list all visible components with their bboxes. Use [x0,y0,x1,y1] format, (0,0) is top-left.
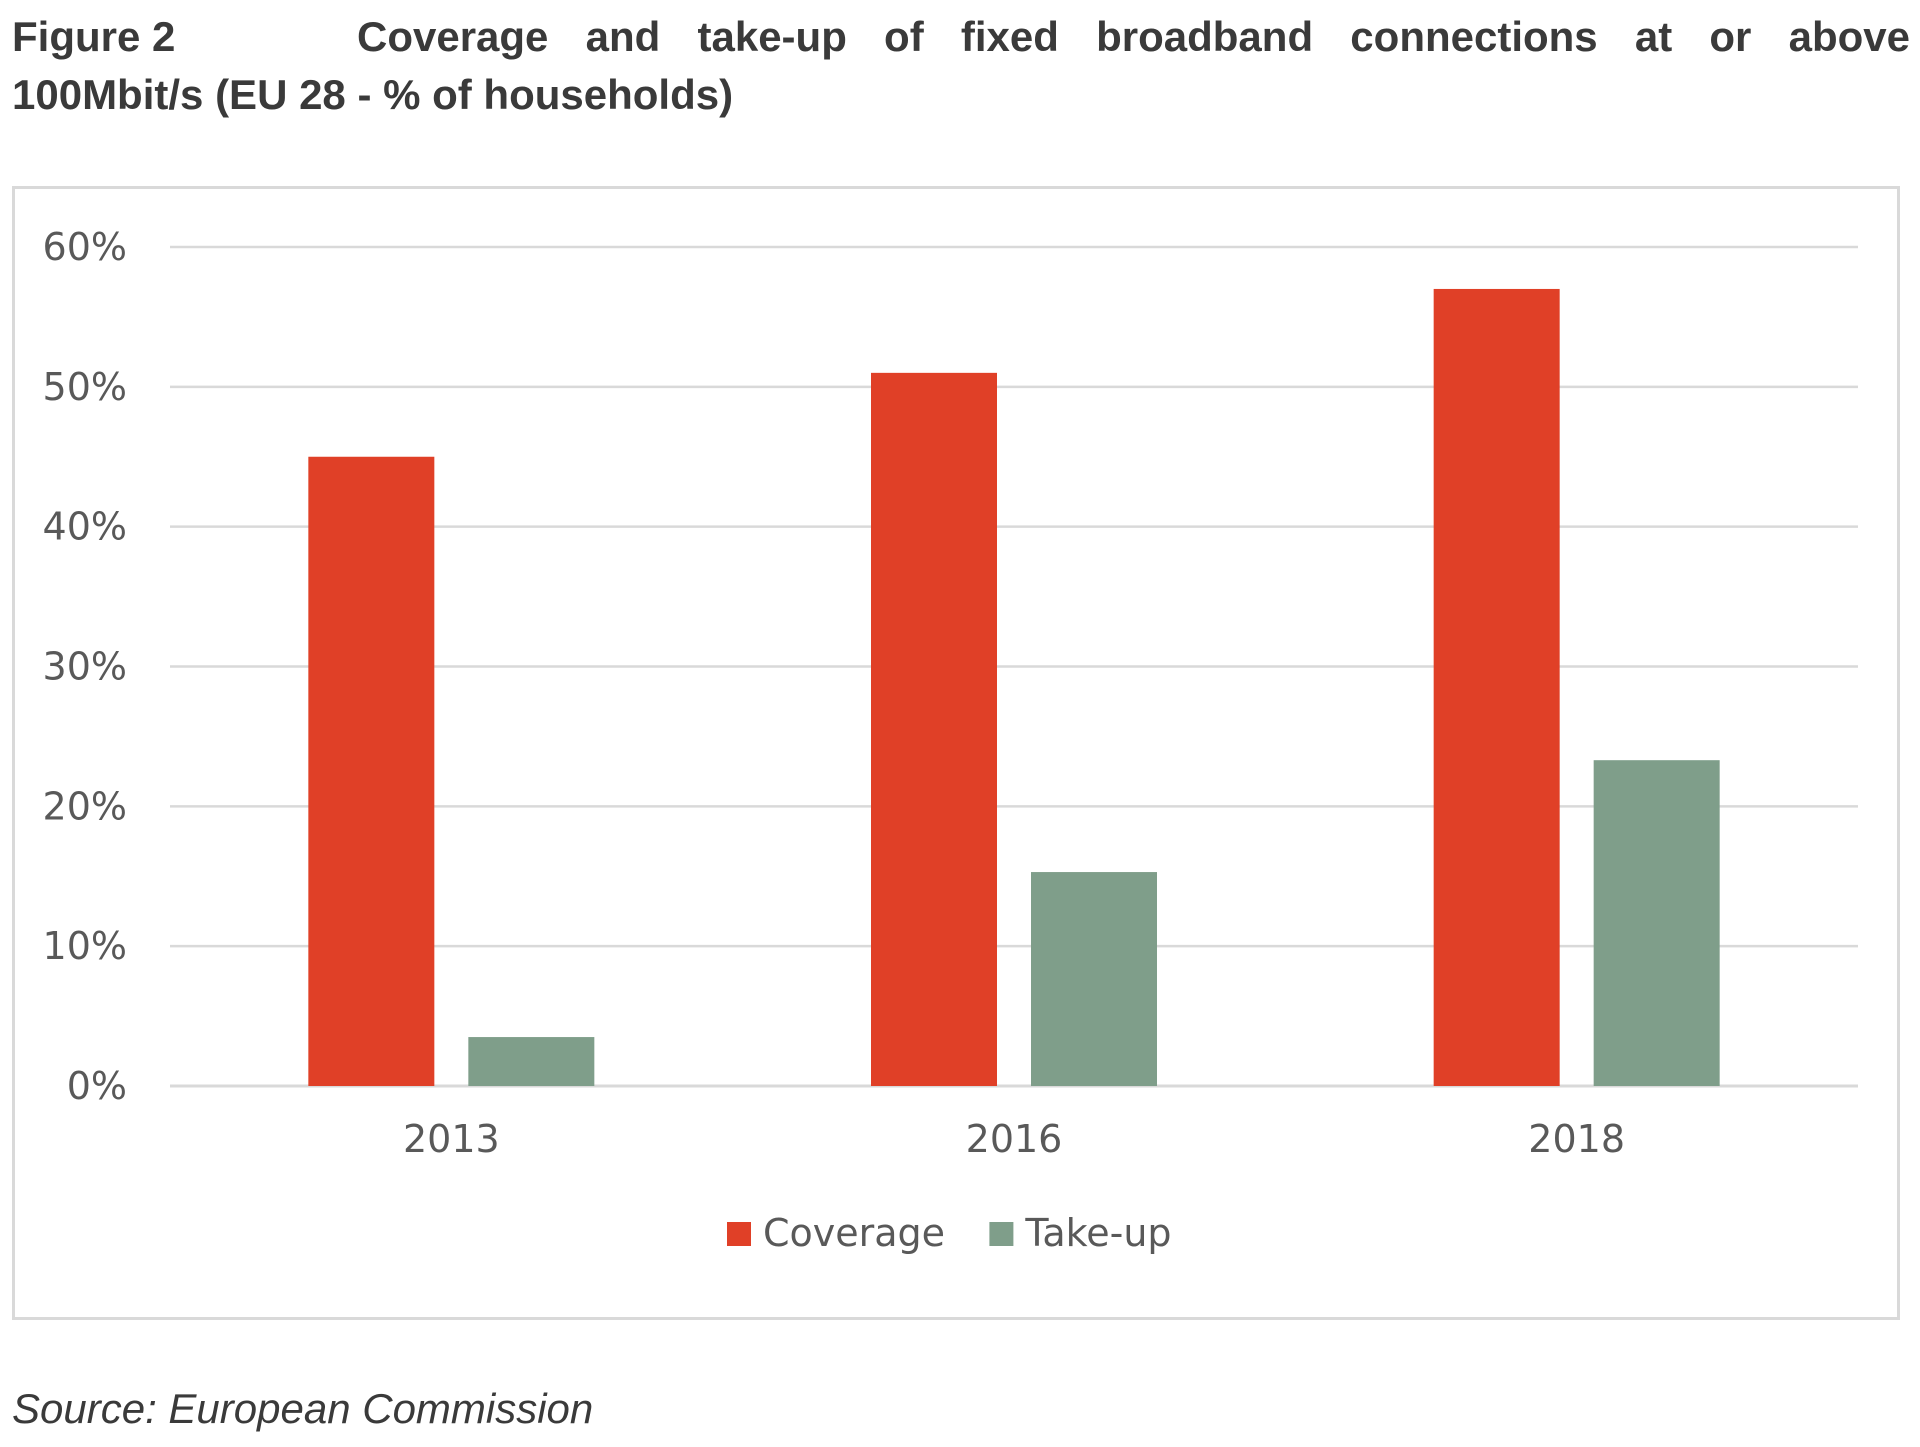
x-tick-label: 2018 [1528,1117,1625,1161]
figure-label: Figure 2 [12,13,176,60]
bar-takeup-2018 [1593,760,1720,1086]
y-tick-label: 10% [43,924,127,968]
bar-coverage-2016 [871,372,997,1087]
y-tick-label: 60% [43,225,127,269]
legend-label-coverage: Coverage [763,1211,945,1255]
figure-header: Figure 2 Coverage and take-up of fixed b… [12,8,1910,124]
legend-swatch-takeup [989,1222,1014,1246]
legend-swatch-coverage [727,1222,751,1246]
source-note: Source: European Commission [12,1385,594,1432]
figure-title-line2: 100Mbit/s (EU 28 - % of households) [12,71,734,118]
bar-coverage-2018 [1433,288,1560,1086]
bar-coverage-2013 [308,456,435,1086]
y-tick-label: 20% [43,784,127,828]
y-tick-label: 0% [67,1064,127,1108]
bar-takeup-2016 [1031,872,1157,1086]
figure-title-line1: Coverage and take-up of fixed broadband … [357,13,1910,60]
legend-label-takeup: Take-up [1024,1211,1171,1255]
chart-frame: 0% 10% 20% 30% 40% 50% 60% 2013 2016 2018 Coverage… [12,186,1900,1320]
bar-chart: 0% 10% 20% 30% 40% 50% 60% 2013 2016 2018 Coverage… [43,225,1858,1255]
y-tick-label: 50% [43,365,127,409]
x-tick-label: 2013 [403,1117,500,1161]
y-tick-label: 30% [43,645,127,689]
bar-takeup-2013 [468,1037,595,1086]
x-tick-label: 2016 [966,1117,1063,1161]
figure-header-line1: Figure 2 Coverage and take-up of fixed b… [12,8,1910,66]
y-tick-label: 40% [43,505,127,549]
